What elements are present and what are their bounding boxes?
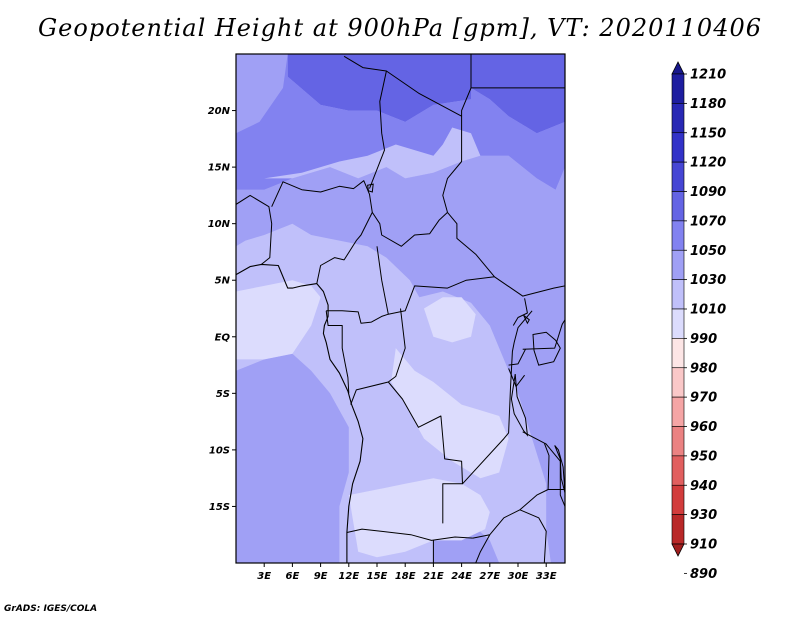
- colorbar-swatch-9: [671, 308, 685, 339]
- lon-tick-label: 18E: [395, 571, 416, 582]
- colorbar-swatch-1: [671, 73, 685, 104]
- colorbar-label: 1210: [690, 68, 726, 83]
- lat-tick-label: 10N: [208, 219, 231, 230]
- colorbar-label: 910: [690, 538, 717, 553]
- country-border-10: [325, 310, 350, 394]
- country-border-23: [519, 509, 547, 563]
- colorbar-swatch-16: [671, 514, 685, 545]
- lake-outline-2: [532, 331, 561, 366]
- border-layer: [236, 54, 565, 563]
- field-region-1030-7: [264, 127, 481, 179]
- lon-tick-label: 12E: [338, 571, 359, 582]
- colorbar-swatch-4: [671, 161, 685, 192]
- lat-tick-label: 5N: [215, 276, 231, 287]
- colorbar-label: 1070: [690, 214, 726, 229]
- country-border-15: [462, 310, 533, 485]
- colorbar-swatch-6: [671, 220, 685, 251]
- country-border-11: [350, 308, 406, 405]
- map-area: [235, 53, 566, 564]
- colorbar-bottom-arrow: [671, 543, 685, 557]
- colorbar-label: 950: [690, 449, 717, 464]
- country-border-24: [475, 534, 491, 563]
- country-border-12: [387, 381, 463, 524]
- lon-tick-label: 21E: [423, 571, 444, 582]
- country-border-13: [346, 528, 473, 541]
- colorbar-label: 1180: [690, 97, 726, 112]
- colorbar-label: 1090: [690, 185, 726, 200]
- coastline-0: [236, 263, 364, 563]
- colorbar-swatch-15: [671, 484, 685, 515]
- field-region-1050-4: [236, 353, 349, 563]
- lon-tick-label: 30E: [508, 571, 529, 582]
- field-region-1090-1: [471, 54, 565, 134]
- colorbar-label: 1120: [690, 156, 726, 171]
- colorbar-swatch-2: [671, 103, 685, 134]
- country-border-18: [508, 348, 526, 366]
- country-border-22: [544, 442, 565, 507]
- colorbar-swatch-11: [671, 367, 685, 398]
- country-border-8: [376, 246, 495, 315]
- colorbar-label: 930: [690, 508, 717, 523]
- colorbar-swatch-7: [671, 249, 685, 280]
- lon-tick-label: 15E: [367, 571, 388, 582]
- country-border-3: [386, 70, 463, 213]
- credit-label: GrADS: IGES/COLA: [4, 604, 98, 614]
- country-border-6: [371, 212, 448, 247]
- colorbar-swatch-13: [671, 426, 685, 457]
- lake-outline-1: [554, 445, 565, 494]
- colorbar-label: 1150: [690, 126, 726, 141]
- field-region-1010-11: [424, 297, 476, 343]
- field-region-1090-0: [287, 54, 471, 122]
- colorbar-swatch-10: [671, 338, 685, 369]
- colorbar-label: 890: [690, 567, 717, 582]
- lat-tick-label: 15S: [209, 502, 230, 513]
- country-border-0: [236, 194, 273, 265]
- lon-tick-label: 3E: [257, 571, 271, 582]
- lon-tick-label: 24E: [451, 571, 472, 582]
- axis-layer: 20N 15N 10N 5N EQ 5S 10S 15S 3E 6E 9E 12E 15E 18E 21E 2…: [208, 106, 557, 582]
- country-border-16: [512, 298, 528, 326]
- lake-outline-0: [510, 374, 529, 437]
- colorbar-label: 1030: [690, 273, 726, 288]
- country-border-2: [343, 55, 387, 189]
- field-layer: [236, 54, 565, 563]
- lat-tick-label: 5S: [216, 389, 230, 400]
- field-region-1010-9: [391, 348, 509, 479]
- colorbar-label: 960: [690, 420, 717, 435]
- field-region-1050-3: [236, 155, 565, 563]
- colorbar-top-arrow: [671, 61, 685, 75]
- lon-tick-label: 6E: [286, 571, 300, 582]
- colorbar-label: 970: [690, 391, 717, 406]
- colorbar: 1210 1180 1150 1120 1090 1070 1050 1030 1010 990 9…: [671, 61, 726, 582]
- country-border-1: [271, 180, 373, 284]
- field-region-1010-8: [236, 280, 321, 360]
- lat-tick-label: 10S: [209, 445, 230, 456]
- page-title: Geopotential Height at 900hPa [gpm], VT:…: [38, 14, 762, 42]
- colorbar-swatch-12: [671, 396, 685, 427]
- colorbar-swatch-8: [671, 279, 685, 310]
- lake-outline-3: [523, 314, 530, 325]
- lat-tick-label: 15N: [208, 163, 231, 174]
- lat-tick-label: 20N: [208, 106, 231, 117]
- country-border-20: [472, 431, 550, 539]
- lat-tick-label: EQ: [215, 332, 231, 343]
- lon-tick-label: 33E: [536, 571, 557, 582]
- country-border-4: [461, 54, 472, 117]
- colorbar-label: 1050: [690, 244, 726, 259]
- country-border-9: [326, 310, 389, 324]
- colorbar-swatch-3: [671, 132, 685, 163]
- country-border-17: [522, 319, 565, 350]
- colorbar-label: 980: [690, 361, 717, 376]
- lon-tick-label: 27E: [479, 571, 500, 582]
- colorbar-label: 940: [690, 479, 717, 494]
- colorbar-swatch-5: [671, 191, 685, 222]
- map-frame: [235, 53, 566, 564]
- lon-tick-label: 9E: [314, 571, 328, 582]
- colorbar-swatch-14: [671, 455, 685, 486]
- lake-outline-4: [367, 183, 374, 193]
- field-region-1070-2: [236, 54, 565, 190]
- colorbar-label: 990: [690, 332, 717, 347]
- colorbar-label: 1010: [690, 303, 726, 318]
